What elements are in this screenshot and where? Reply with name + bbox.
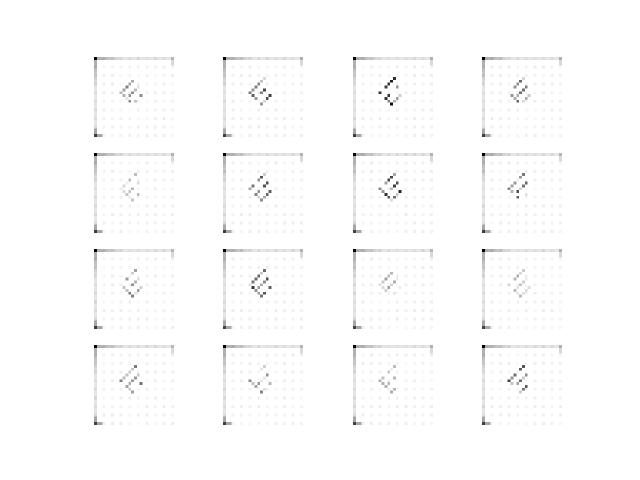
sample-pixels	[223, 57, 303, 137]
sample-pixels	[482, 249, 562, 329]
generated-sample-r0c1	[223, 57, 303, 137]
sample-pixels	[94, 153, 174, 233]
generated-sample-r1c3	[482, 153, 562, 233]
sample-pixels	[482, 345, 562, 425]
generated-sample-r0c3	[482, 57, 562, 137]
generated-sample-r0c2	[353, 57, 433, 137]
generated-sample-r2c1	[223, 249, 303, 329]
sample-pixels	[353, 57, 433, 137]
sample-pixels	[353, 249, 433, 329]
generated-sample-r3c3	[482, 345, 562, 425]
sample-pixels	[353, 153, 433, 233]
sample-pixels	[223, 153, 303, 233]
generated-sample-r1c1	[223, 153, 303, 233]
generated-sample-r1c2	[353, 153, 433, 233]
sample-pixels	[94, 57, 174, 137]
generated-sample-r3c1	[223, 345, 303, 425]
sample-pixels	[482, 57, 562, 137]
generated-sample-r2c3	[482, 249, 562, 329]
generated-sample-r2c2	[353, 249, 433, 329]
generated-sample-r1c0	[94, 153, 174, 233]
sample-pixels	[94, 249, 174, 329]
generated-sample-r2c0	[94, 249, 174, 329]
sample-pixels	[482, 153, 562, 233]
sample-pixels	[223, 249, 303, 329]
sample-pixels	[223, 345, 303, 425]
generated-sample-r3c0	[94, 345, 174, 425]
generated-sample-r3c2	[353, 345, 433, 425]
generated-sample-r0c0	[94, 57, 174, 137]
sample-pixels	[353, 345, 433, 425]
sample-pixels	[94, 345, 174, 425]
